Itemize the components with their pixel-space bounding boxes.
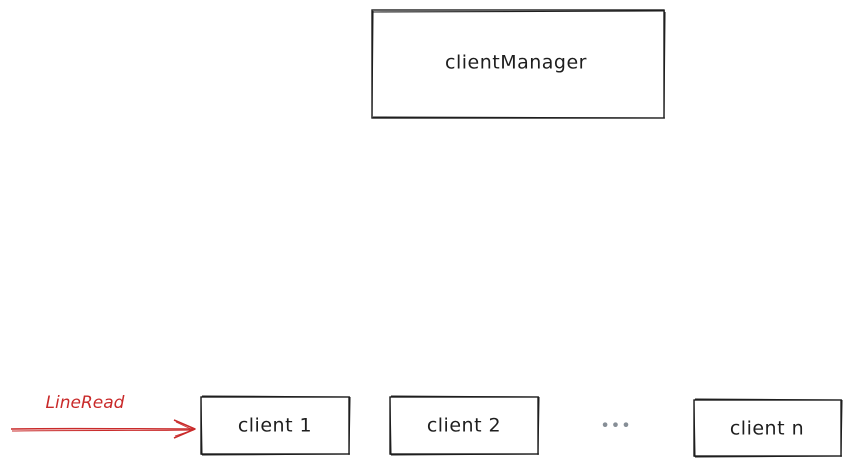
line-read-arrow-sketch <box>11 429 195 432</box>
client-2-node: client 2 <box>389 395 540 456</box>
client-manager-box <box>371 9 665 119</box>
line-read-label: LineRead <box>46 393 125 413</box>
ellipsis-marker: ••• <box>600 416 631 435</box>
client-2-sketch-stroke <box>389 395 540 456</box>
client-1-sketch-stroke <box>200 395 351 456</box>
client-1-box <box>200 396 350 455</box>
client-2-box <box>389 396 539 455</box>
client-n-node: client n <box>693 398 843 458</box>
client-1-node: client 1 <box>200 395 351 456</box>
line-read-arrowhead-sketch <box>174 421 195 437</box>
client-n-sketch-stroke <box>693 398 843 458</box>
client-manager-label: clientManager <box>445 52 587 74</box>
line-read-edge: LineRead <box>10 393 196 439</box>
client-manager-node: clientManager <box>371 9 666 119</box>
client-n-label: client n <box>730 418 804 440</box>
line-read-arrowhead <box>173 419 196 439</box>
client-1-label: client 1 <box>238 415 312 437</box>
client-2-label: client 2 <box>427 415 501 437</box>
client-manager-sketch-stroke <box>371 10 666 119</box>
